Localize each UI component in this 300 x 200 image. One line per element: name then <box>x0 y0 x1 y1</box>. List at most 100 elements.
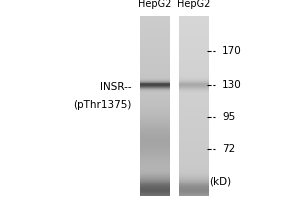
Bar <box>140 70 169 71</box>
Bar <box>178 30 208 31</box>
Bar <box>140 127 169 128</box>
Bar <box>140 186 169 187</box>
Bar <box>140 176 169 177</box>
Bar <box>178 24 208 25</box>
Bar <box>140 108 169 109</box>
Bar <box>140 193 169 194</box>
Bar <box>140 170 169 171</box>
Bar <box>140 56 169 57</box>
Bar <box>140 32 169 33</box>
Bar <box>178 113 208 114</box>
Bar <box>178 23 208 24</box>
Bar <box>178 175 208 176</box>
Bar <box>178 135 208 136</box>
Bar <box>140 33 169 34</box>
Bar <box>140 51 169 52</box>
Bar <box>178 162 208 163</box>
Bar <box>178 122 208 123</box>
Bar <box>178 142 208 143</box>
Bar <box>140 85 169 86</box>
Bar <box>178 85 208 86</box>
Bar <box>178 183 208 184</box>
Bar <box>178 98 208 99</box>
Bar <box>140 52 169 53</box>
Bar <box>178 104 208 105</box>
Bar <box>140 153 169 154</box>
Bar <box>178 101 208 102</box>
Bar <box>178 150 208 151</box>
Bar <box>140 97 169 98</box>
Bar <box>178 157 208 158</box>
Bar <box>178 26 208 27</box>
Bar <box>178 76 208 77</box>
Bar <box>140 59 169 60</box>
Bar <box>178 190 208 191</box>
Bar <box>178 184 208 185</box>
Bar <box>178 191 208 192</box>
Bar <box>140 158 169 159</box>
Bar <box>140 47 169 48</box>
Bar <box>178 58 208 59</box>
Bar <box>178 160 208 161</box>
Bar <box>178 99 208 100</box>
Bar <box>178 167 208 168</box>
Bar <box>140 71 169 72</box>
Bar <box>178 33 208 34</box>
Bar <box>178 60 208 61</box>
Bar <box>140 138 169 139</box>
Bar <box>140 83 169 84</box>
Bar <box>178 193 208 194</box>
Bar <box>178 43 208 44</box>
Text: (kD): (kD) <box>209 177 232 187</box>
Bar <box>178 34 208 35</box>
Bar <box>178 192 208 193</box>
Bar <box>140 133 169 134</box>
Bar <box>178 174 208 175</box>
Bar <box>140 16 169 17</box>
Bar <box>178 93 208 94</box>
Bar <box>178 81 208 82</box>
Bar <box>140 161 169 162</box>
Bar <box>140 180 169 181</box>
Bar <box>178 53 208 54</box>
Bar <box>140 194 169 195</box>
Bar <box>178 36 208 37</box>
Bar <box>178 166 208 167</box>
Bar <box>140 182 169 183</box>
Bar <box>178 180 208 181</box>
Bar <box>178 185 208 186</box>
Bar <box>178 172 208 173</box>
Bar <box>178 71 208 72</box>
Bar <box>178 18 208 19</box>
Bar <box>140 36 169 37</box>
Bar <box>178 94 208 95</box>
Bar <box>140 69 169 70</box>
Bar <box>140 173 169 174</box>
Bar <box>178 78 208 79</box>
Bar <box>178 19 208 20</box>
Bar <box>140 94 169 95</box>
Bar <box>140 86 169 87</box>
Bar <box>178 16 208 17</box>
Bar <box>140 21 169 22</box>
Text: HepG2: HepG2 <box>177 0 210 9</box>
Bar <box>178 179 208 180</box>
Bar <box>178 126 208 127</box>
Bar <box>140 137 169 138</box>
Bar <box>140 89 169 90</box>
Bar <box>140 42 169 43</box>
Bar <box>178 61 208 62</box>
Bar <box>140 181 169 182</box>
Bar <box>178 163 208 164</box>
Bar <box>140 44 169 45</box>
Bar <box>140 73 169 74</box>
Bar <box>178 28 208 29</box>
Bar <box>140 95 169 96</box>
Bar <box>140 64 169 65</box>
Bar <box>178 52 208 53</box>
Bar <box>178 105 208 106</box>
Text: INSR--: INSR-- <box>100 82 132 92</box>
Text: 72: 72 <box>222 144 235 154</box>
Bar <box>140 160 169 161</box>
Bar <box>140 146 169 147</box>
